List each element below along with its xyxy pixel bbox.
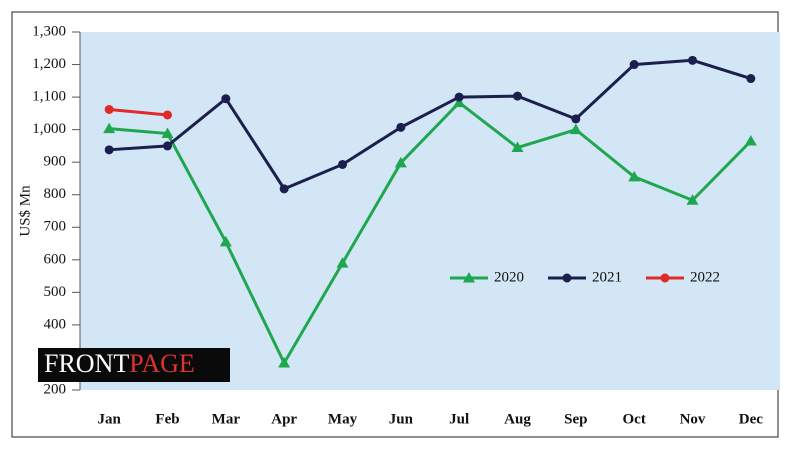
x-tick-label: Oct: [623, 411, 646, 427]
legend-marker: [660, 273, 670, 283]
x-tick-label: Feb: [155, 411, 179, 427]
y-tick-label: 200: [44, 381, 67, 397]
x-tick-label: Aug: [504, 411, 531, 427]
y-tick-label: 700: [44, 219, 67, 235]
data-point: [279, 184, 289, 194]
x-tick-label: Sep: [564, 411, 587, 427]
legend-label: 2022: [690, 269, 720, 285]
x-tick-label: Jan: [97, 411, 121, 427]
watermark-bg: [38, 348, 230, 382]
data-point: [628, 170, 641, 182]
data-point: [163, 110, 172, 120]
data-point: [629, 60, 639, 70]
data-point: [746, 74, 756, 84]
data-point: [336, 257, 349, 268]
data-point: [163, 141, 172, 151]
y-tick-label: 400: [44, 316, 67, 332]
series-line: [109, 100, 752, 367]
data-point: [278, 356, 291, 368]
x-tick-label: Dec: [739, 411, 763, 427]
data-point: [161, 127, 174, 139]
data-point: [513, 91, 522, 101]
data-point: [103, 122, 116, 134]
legend-marker: [562, 273, 572, 283]
y-tick-label: 800: [44, 186, 67, 202]
data-point: [569, 123, 582, 135]
watermark-part: FRONT: [44, 349, 129, 378]
watermark-part: PAGE: [129, 349, 195, 378]
data-point: [686, 194, 699, 205]
series-line: [109, 58, 752, 191]
x-tick-label: Mar: [212, 411, 241, 427]
y-tick-label: 900: [44, 154, 67, 170]
data-point: [221, 94, 231, 104]
x-tick-label: May: [328, 411, 358, 427]
watermark: FRONTPAGE: [44, 349, 195, 378]
data-point: [104, 145, 114, 155]
y-tick-label: 1,000: [32, 121, 66, 137]
y-tick-label: 500: [44, 284, 67, 300]
legend-label: 2021: [592, 269, 622, 285]
x-tick-label: Nov: [680, 411, 706, 427]
x-tick-label: Jul: [449, 411, 469, 427]
data-point: [744, 135, 757, 146]
data-point: [453, 96, 466, 108]
data-point: [219, 235, 232, 247]
y-tick-label: 1,200: [32, 56, 66, 72]
y-tick-label: 1,100: [32, 89, 66, 105]
x-tick-label: Jun: [389, 411, 414, 427]
y-tick-label: 1,300: [32, 23, 66, 39]
legend-label: 2020: [494, 269, 524, 285]
y-axis-label: US$ Mn: [17, 185, 33, 237]
data-point: [396, 122, 406, 132]
series-line: [109, 107, 168, 117]
plot-area: [80, 32, 780, 390]
data-point: [394, 156, 407, 168]
y-tick-label: 600: [44, 251, 67, 267]
data-point: [338, 159, 347, 169]
data-point: [571, 114, 581, 124]
legend-marker: [463, 272, 475, 283]
x-tick-label: Apr: [271, 411, 297, 427]
data-point: [454, 92, 464, 102]
data-point: [104, 104, 114, 114]
data-point: [511, 141, 524, 153]
data-point: [688, 55, 697, 65]
